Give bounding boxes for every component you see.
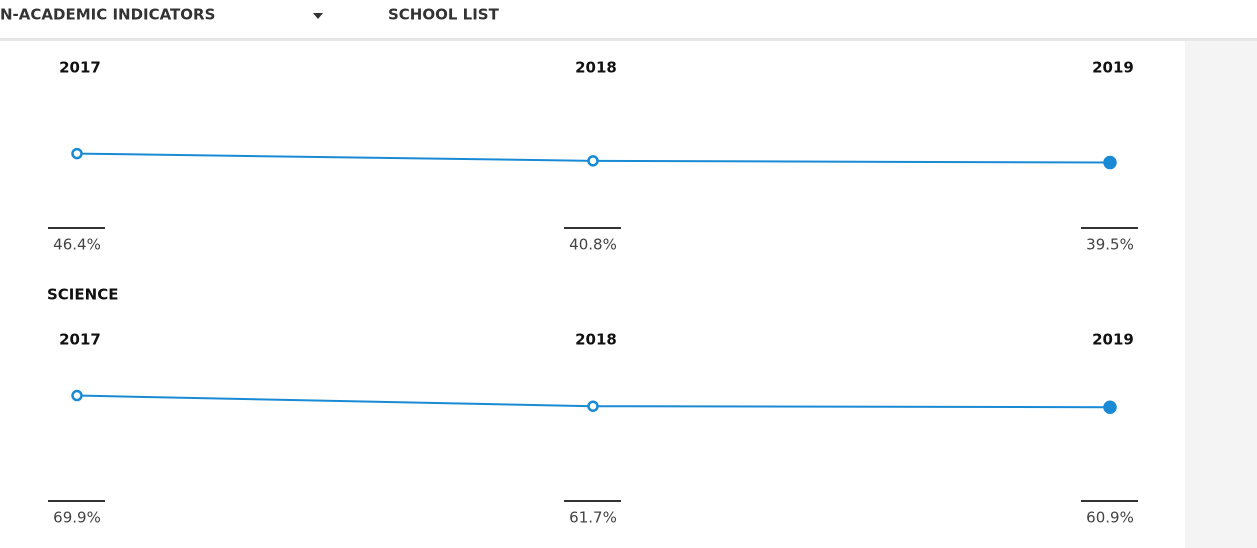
- year-label: 2017: [59, 331, 101, 349]
- year-label: 2019: [1092, 59, 1134, 77]
- value-label: 39.5%: [1086, 236, 1134, 254]
- year-label: 2019: [1092, 331, 1134, 349]
- value-label: 60.9%: [1086, 509, 1134, 527]
- underline: [1081, 227, 1138, 229]
- underline: [564, 227, 621, 229]
- nav-bar: [0, 0, 1257, 38]
- point: [587, 155, 599, 167]
- point: [71, 389, 83, 402]
- year-label: 2018: [575, 59, 617, 77]
- underline: [48, 500, 105, 502]
- value-label: 61.7%: [569, 509, 617, 527]
- underline: [564, 500, 621, 502]
- nav-tab[interactable]: SCHOOL LIST: [388, 6, 500, 24]
- point: [587, 400, 599, 412]
- underline: [1081, 500, 1138, 502]
- point: [71, 147, 83, 160]
- underline: [48, 227, 105, 229]
- year-label: 2018: [575, 331, 617, 349]
- side-panel: [1185, 40, 1257, 548]
- point: [1103, 155, 1117, 170]
- nav-shadow: [0, 38, 1257, 41]
- nav-tab[interactable]: N-ACADEMIC INDICATORS: [0, 6, 215, 24]
- point: [1103, 400, 1117, 414]
- value-label: 40.8%: [569, 236, 617, 254]
- value-label: 46.4%: [53, 236, 101, 254]
- dropdown-caret[interactable]: [313, 13, 323, 19]
- year-label: 2017: [59, 59, 101, 77]
- value-label: 69.9%: [53, 509, 101, 527]
- chart-title: SCIENCE: [47, 286, 118, 304]
